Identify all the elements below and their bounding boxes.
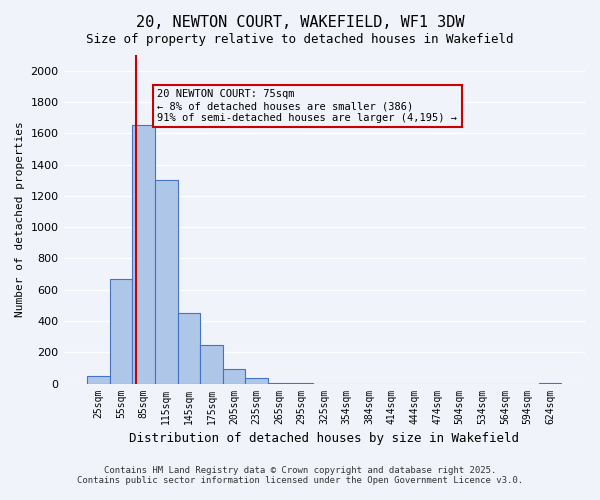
Y-axis label: Number of detached properties: Number of detached properties <box>15 122 25 317</box>
Bar <box>539 383 561 384</box>
Bar <box>133 126 155 384</box>
Bar <box>178 313 200 384</box>
Text: Size of property relative to detached houses in Wakefield: Size of property relative to detached ho… <box>86 32 514 46</box>
Bar <box>290 383 313 384</box>
Bar <box>110 278 133 384</box>
Bar <box>245 378 268 384</box>
Text: 20, NEWTON COURT, WAKEFIELD, WF1 3DW: 20, NEWTON COURT, WAKEFIELD, WF1 3DW <box>136 15 464 30</box>
Bar <box>200 345 223 384</box>
Bar <box>87 376 110 384</box>
Bar <box>223 370 245 384</box>
Bar <box>268 383 290 384</box>
Text: 20 NEWTON COURT: 75sqm
← 8% of detached houses are smaller (386)
91% of semi-det: 20 NEWTON COURT: 75sqm ← 8% of detached … <box>157 90 457 122</box>
Bar <box>155 180 178 384</box>
X-axis label: Distribution of detached houses by size in Wakefield: Distribution of detached houses by size … <box>129 432 519 445</box>
Text: Contains HM Land Registry data © Crown copyright and database right 2025.
Contai: Contains HM Land Registry data © Crown c… <box>77 466 523 485</box>
